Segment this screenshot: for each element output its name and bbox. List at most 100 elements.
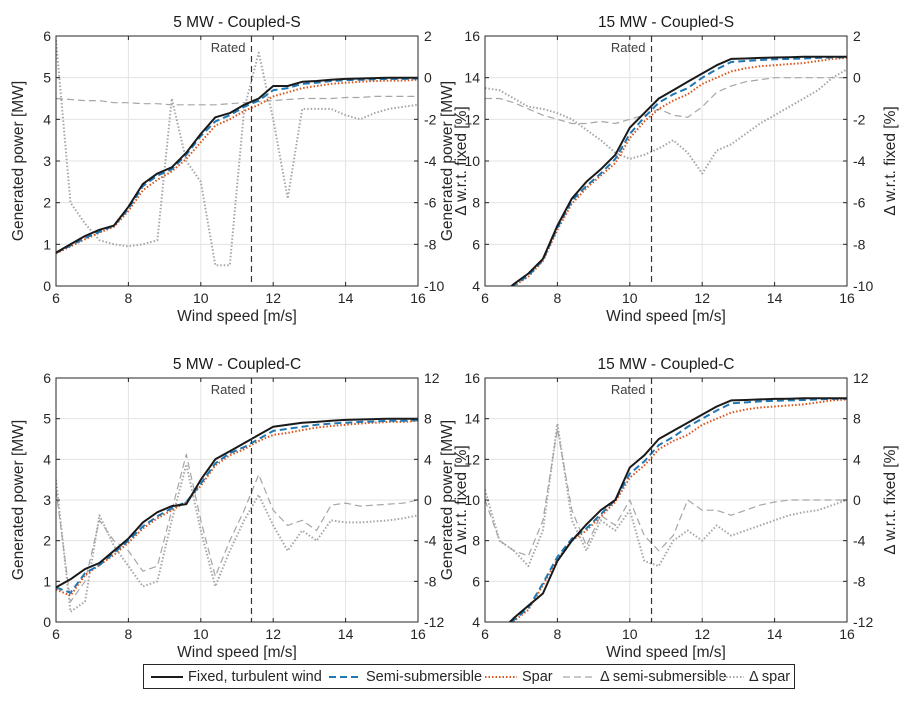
legend-swatch-spar — [485, 676, 517, 678]
series-line-delta-semi-submersible — [485, 77, 847, 125]
legend-item-fixed: Fixed, turbulent wind — [150, 667, 322, 687]
legend-label-spar: Spar — [522, 669, 553, 685]
y-tick-label: 5 — [43, 411, 51, 427]
y2-tick-label: -8 — [853, 236, 866, 252]
y2-tick-label: 2 — [424, 28, 432, 44]
legend-item-delta-semi-submersible: Δ semi-submersible — [562, 667, 727, 687]
y2-tick-label: 0 — [424, 492, 432, 508]
y-tick-label: 4 — [43, 451, 51, 467]
series-line-fixed-turbulent-wind — [508, 397, 847, 622]
x-tick-label: 6 — [481, 290, 489, 306]
legend-swatch-fixed — [151, 676, 183, 678]
y2-tick-label: -2 — [853, 111, 866, 127]
y2-tick-label: -4 — [424, 153, 437, 169]
y-tick-label: 2 — [43, 195, 51, 211]
legend-label-semi-submersible: Semi-submersible — [366, 669, 483, 685]
y2-axis-label: Δ w.r.t. fixed [%] — [453, 445, 470, 554]
x-tick-label: 10 — [193, 626, 209, 642]
rated-label: Rated — [211, 40, 246, 55]
y-tick-label: 10 — [464, 492, 480, 508]
series-line-semi-submersible — [510, 397, 847, 622]
chart-title: 5 MW - Coupled-C — [173, 356, 301, 373]
y-tick-label: 4 — [472, 614, 480, 630]
y-tick-label: 6 — [472, 573, 480, 589]
x-tick-label: 6 — [481, 626, 489, 642]
y2-tick-label: 4 — [424, 451, 432, 467]
x-tick-label: 12 — [265, 626, 281, 642]
legend-swatch-semi-submersible — [329, 676, 361, 678]
x-tick-label: 12 — [694, 290, 710, 306]
x-axis-label: Wind speed [m/s] — [606, 308, 726, 325]
y-tick-label: 5 — [43, 70, 51, 86]
y2-axis-label: Δ w.r.t. fixed [%] — [882, 445, 899, 554]
series-line-delta-semi-submersible — [56, 453, 418, 603]
y2-axis-label: Δ w.r.t. fixed [%] — [453, 106, 470, 215]
x-tick-label: 14 — [767, 626, 783, 642]
y2-tick-label: -6 — [853, 195, 866, 211]
y-tick-label: 10 — [464, 153, 480, 169]
y2-tick-label: 8 — [424, 411, 432, 427]
y-tick-label: 6 — [43, 28, 51, 44]
y2-tick-label: 0 — [424, 70, 432, 86]
y-tick-label: 4 — [43, 111, 51, 127]
y-tick-label: 1 — [43, 573, 51, 589]
series-line-semi-submersible — [56, 419, 418, 594]
y2-tick-label: -10 — [853, 278, 873, 294]
y2-tick-label: -12 — [424, 614, 444, 630]
legend-label-fixed: Fixed, turbulent wind — [188, 669, 322, 685]
chart-title: 15 MW - Coupled-C — [598, 356, 735, 373]
legend-swatch-delta-semi-submersible — [563, 676, 595, 678]
y-tick-label: 2 — [43, 533, 51, 549]
y2-tick-label: -8 — [424, 236, 437, 252]
chart-title: 5 MW - Coupled-S — [173, 14, 300, 31]
x-tick-label: 12 — [265, 290, 281, 306]
x-tick-label: 10 — [622, 290, 638, 306]
series-group — [485, 397, 847, 622]
y2-tick-label: 4 — [853, 451, 861, 467]
x-tick-label: 14 — [338, 626, 354, 642]
y-axis-label: Generated power [MW] — [10, 420, 27, 580]
y2-axis-label: Δ w.r.t. fixed [%] — [882, 106, 899, 215]
x-axis-label: Wind speed [m/s] — [177, 308, 297, 325]
y-tick-label: 16 — [464, 370, 480, 386]
y2-tick-label: -4 — [853, 533, 866, 549]
series-line-spar — [56, 419, 418, 597]
y-tick-label: 14 — [464, 411, 480, 427]
legend-label-delta-semi-submersible: Δ semi-submersible — [600, 669, 727, 685]
y2-tick-label: 8 — [853, 411, 861, 427]
y2-tick-label: -4 — [853, 153, 866, 169]
y-tick-label: 14 — [464, 70, 480, 86]
y-tick-label: 16 — [464, 28, 480, 44]
rated-label: Rated — [611, 382, 646, 397]
y-tick-label: 0 — [43, 614, 51, 630]
y-tick-label: 4 — [472, 278, 480, 294]
y-tick-label: 8 — [472, 195, 480, 211]
x-tick-label: 14 — [767, 290, 783, 306]
series-group — [56, 40, 418, 267]
x-tick-label: 6 — [52, 626, 60, 642]
y-tick-label: 6 — [472, 236, 480, 252]
y2-tick-label: -4 — [424, 533, 437, 549]
legend-item-spar: Spar — [484, 667, 553, 687]
y2-tick-label: 0 — [853, 70, 861, 86]
series-line-delta-semi-submersible — [56, 95, 418, 106]
y2-tick-label: -8 — [853, 573, 866, 589]
y-tick-label: 0 — [43, 278, 51, 294]
series-line-delta-spar — [485, 422, 847, 568]
y2-tick-label: 0 — [853, 492, 861, 508]
x-tick-label: 16 — [410, 290, 426, 306]
y-axis-label: Generated power [MW] — [439, 81, 456, 241]
rated-label: Rated — [211, 382, 246, 397]
y-axis-label: Generated power [MW] — [10, 81, 27, 241]
x-tick-label: 10 — [193, 290, 209, 306]
x-tick-label: 16 — [839, 626, 855, 642]
y2-tick-label: -12 — [853, 614, 873, 630]
series-line-delta-spar — [485, 68, 847, 175]
x-tick-label: 16 — [839, 290, 855, 306]
y-axis-label: Generated power [MW] — [439, 420, 456, 580]
legend-item-delta-spar: Δ spar — [711, 667, 790, 687]
